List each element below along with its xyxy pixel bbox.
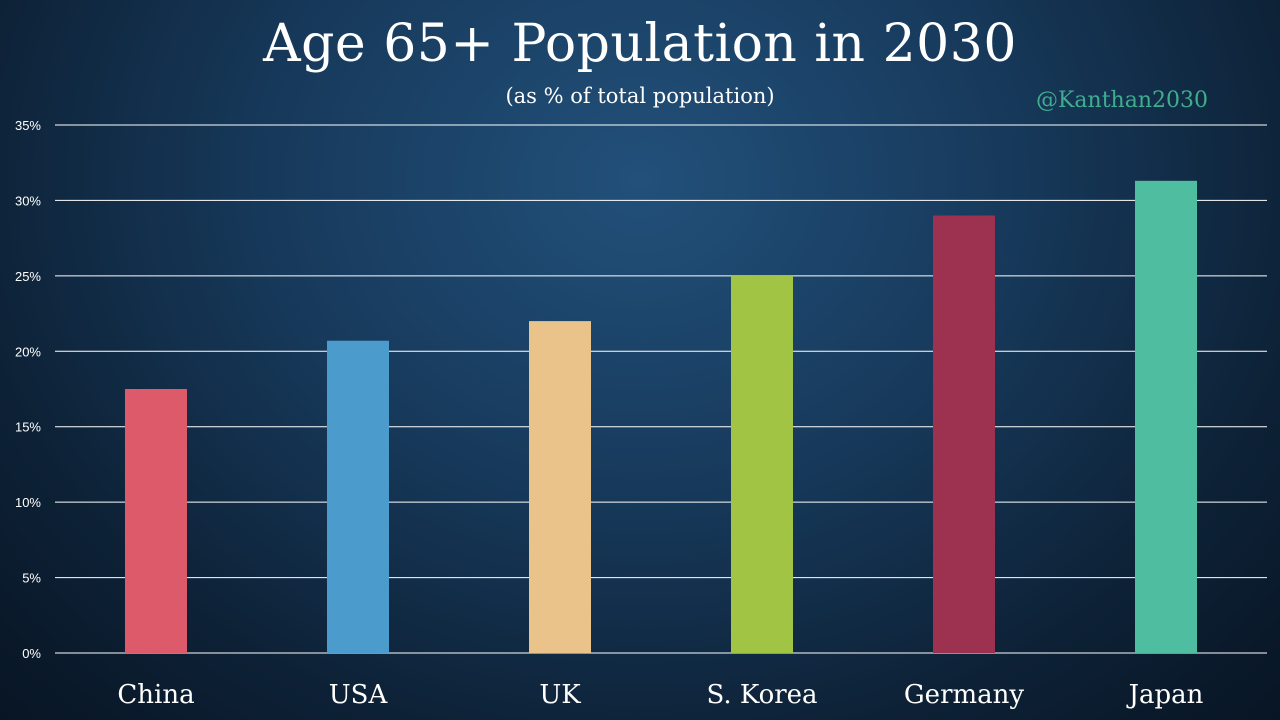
bar-uk <box>529 321 591 653</box>
bar-germany <box>933 215 995 653</box>
bar-usa <box>327 340 389 653</box>
chart-title: Age 65+ Population in 2030 <box>263 14 1017 74</box>
bar-s-korea <box>731 275 793 653</box>
y-tick-label: 25% <box>15 269 41 284</box>
x-category-label: Japan <box>1126 680 1204 710</box>
x-category-label: China <box>117 680 194 710</box>
y-tick-label: 10% <box>15 495 41 510</box>
y-tick-label: 5% <box>22 571 41 586</box>
y-tick-label: 15% <box>15 420 41 435</box>
y-tick-label: 35% <box>15 118 41 133</box>
chart-subtitle: (as % of total population) <box>505 84 775 108</box>
y-tick-label: 0% <box>22 646 41 661</box>
y-tick-label: 20% <box>15 344 41 359</box>
x-category-label: S. Korea <box>706 680 817 710</box>
x-category-label: USA <box>329 680 389 710</box>
bar-japan <box>1135 180 1197 653</box>
bar-china <box>125 389 187 653</box>
x-category-label: UK <box>539 680 581 710</box>
y-tick-label: 30% <box>15 193 41 208</box>
watermark: @Kanthan2030 <box>1036 88 1209 113</box>
x-category-label: Germany <box>904 680 1024 710</box>
